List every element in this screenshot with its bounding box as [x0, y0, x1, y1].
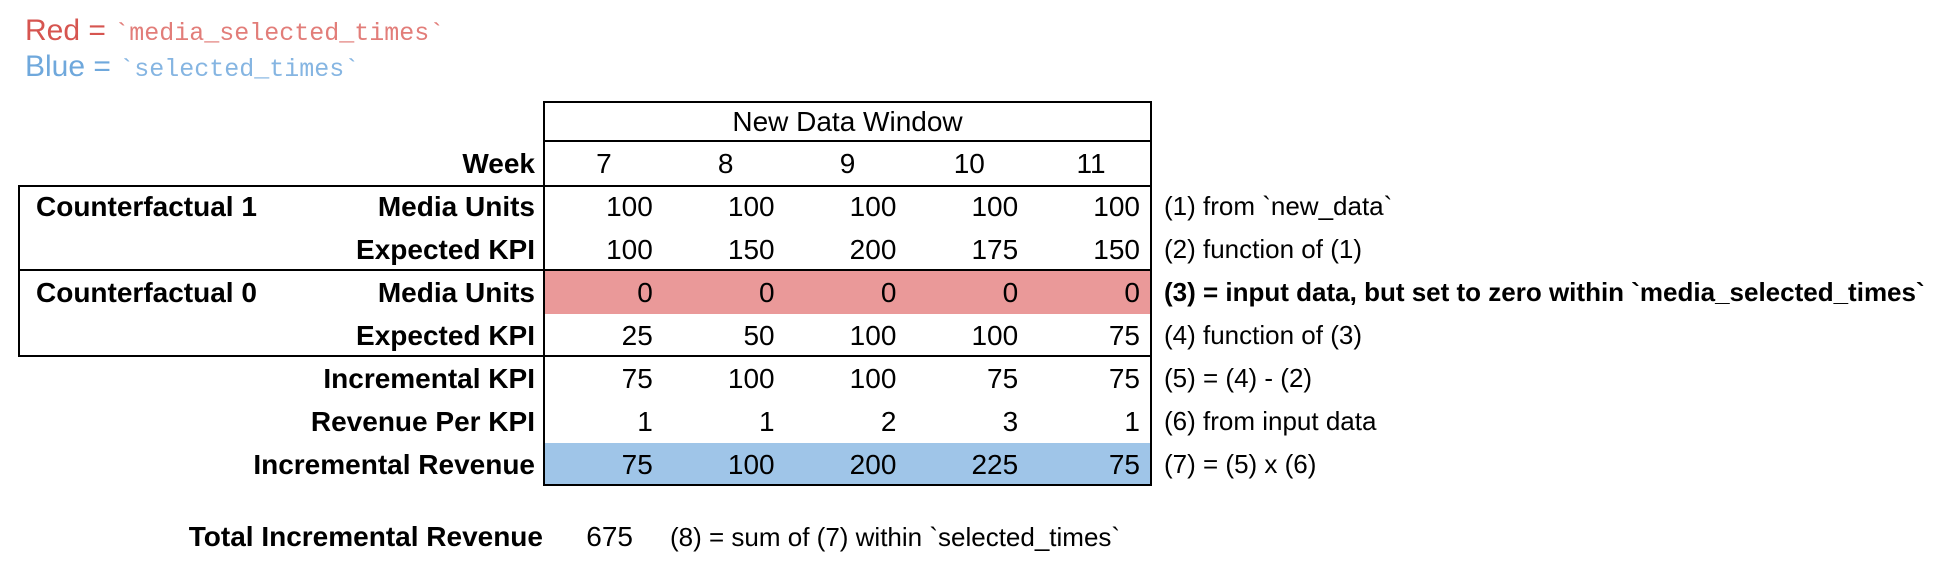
table-row: Incremental KPI 75 100 100 75 75 (5) = (4) - (…: [0, 357, 1960, 400]
week-cell: 9: [839, 148, 856, 179]
row-label: Incremental Revenue: [253, 449, 535, 480]
data-cell: 0: [637, 277, 653, 308]
data-cell: 200: [849, 234, 897, 265]
data-cell: 75: [1108, 320, 1140, 351]
table-row: Revenue Per KPI 1 1 2 3 1 (6) from input data: [0, 400, 1960, 443]
data-cell: 0: [1002, 277, 1019, 308]
week-cell: 8: [717, 148, 734, 179]
summary-row: Total Incremental Revenue 675 (8) = sum …: [0, 518, 1960, 556]
data-cell: 100: [727, 363, 775, 394]
row-values: 100 150 200 175 150: [543, 228, 1152, 271]
table-row: Expected KPI 25 50 100 100 75 (4) function of …: [0, 314, 1960, 357]
data-cell: 75: [1108, 363, 1140, 394]
row-label: Media Units: [377, 277, 535, 308]
data-cell: 25: [621, 320, 653, 351]
data-cell: 75: [987, 363, 1019, 394]
data-cell: 225: [971, 449, 1019, 480]
data-cell: 150: [727, 234, 775, 265]
counterfactual1-top-border: [18, 185, 1152, 187]
row-note: (6) from input data: [1164, 406, 1377, 436]
row-label: Media Units: [377, 191, 535, 222]
data-cell: 1: [759, 406, 775, 437]
data-cell: 175: [971, 234, 1019, 265]
data-cell: 150: [1093, 234, 1140, 265]
row-group-label: Counterfactual 0: [36, 277, 257, 308]
week-cell: 10: [953, 148, 985, 179]
legend-blue-line: Blue = `selected_times`: [25, 50, 359, 84]
week-cell: 7: [596, 148, 612, 179]
data-block-right-border: [1150, 142, 1152, 486]
data-cell: 50: [743, 320, 775, 351]
row-note: (7) = (5) x (6): [1164, 449, 1317, 479]
new-data-window-header: New Data Window: [543, 101, 1152, 142]
table-row: Expected KPI 100 150 200 175 150 (2) function …: [0, 228, 1960, 271]
legend-red-code: `media_selected_times`: [114, 19, 445, 48]
data-cell: 75: [621, 449, 653, 480]
row-label: Expected KPI: [356, 234, 535, 265]
row-note: (2) function of (1): [1164, 234, 1362, 264]
data-cell: 100: [971, 191, 1019, 222]
row-note: (5) = (4) - (2): [1164, 363, 1313, 393]
row-label: Expected KPI: [356, 320, 535, 351]
row-values: 1 1 2 3 1: [543, 400, 1152, 443]
data-cell: 200: [849, 449, 897, 480]
row-values: 0 0 0 0 0: [543, 271, 1152, 314]
row-values: 75 100 200 225 75: [543, 443, 1152, 486]
counterfactual-left-border: [18, 185, 20, 357]
counterfactual0-bottom-border: [18, 355, 1152, 357]
row-note: (1) from `new_data`: [1164, 191, 1393, 221]
row-label: Incremental KPI: [323, 363, 535, 394]
summary-label: Total Incremental Revenue: [188, 521, 543, 552]
table-row: Counterfactual 1 Media Units 100 100 100 100 1…: [0, 185, 1960, 228]
data-block-left-border: [543, 142, 545, 486]
data-cell: 100: [727, 191, 775, 222]
data-cell: 100: [849, 363, 897, 394]
summary-note: (8) = sum of (7) within `selected_times`: [670, 522, 1121, 552]
legend-red-label: Red =: [25, 14, 115, 47]
row-label: Revenue Per KPI: [310, 406, 535, 437]
data-cell: 100: [1093, 191, 1140, 222]
data-cell: 0: [1124, 277, 1140, 308]
legend-red-line: Red = `media_selected_times`: [25, 14, 444, 48]
data-cell: 100: [849, 320, 897, 351]
row-values: 75 100 100 75 75: [543, 357, 1152, 400]
week-cell: 11: [1076, 148, 1106, 179]
week-row-label: Week: [462, 148, 535, 179]
data-cell: 3: [1002, 406, 1019, 437]
data-cell: 1: [1124, 406, 1140, 437]
row-values: 100 100 100 100 100: [543, 185, 1152, 228]
data-cell: 100: [606, 191, 653, 222]
data-cell: 1: [637, 406, 653, 437]
data-cell: 2: [880, 406, 897, 437]
data-cell: 100: [971, 320, 1019, 351]
legend-blue-code: `selected_times`: [119, 55, 360, 84]
data-cell: 0: [880, 277, 897, 308]
week-values: 7 8 9 10 11: [543, 142, 1152, 185]
row-note: (4) function of (3): [1164, 320, 1362, 350]
counterfactual-divider-border: [18, 269, 1152, 271]
data-cell: 75: [1108, 449, 1140, 480]
week-row: Week 7 8 9 10 11: [0, 142, 1960, 185]
table-row: Incremental Revenue 75 100 200 225 75 (7) = (5…: [0, 443, 1960, 486]
data-cell: 100: [727, 449, 775, 480]
data-cell: 0: [759, 277, 775, 308]
legend-blue-label: Blue =: [25, 50, 120, 83]
data-cell: 100: [849, 191, 897, 222]
table-row: Counterfactual 0 Media Units 0 0 0 0 0 (3) = in…: [0, 271, 1960, 314]
row-values: 25 50 100 100 75: [543, 314, 1152, 357]
row-note: (3) = input data, but set to zero within…: [1164, 277, 1925, 307]
row-group-label: Counterfactual 1: [36, 191, 257, 222]
data-cell: 100: [606, 234, 653, 265]
summary-value: 675: [586, 521, 633, 552]
data-block-bottom-border: [543, 484, 1152, 486]
data-cell: 75: [621, 363, 653, 394]
